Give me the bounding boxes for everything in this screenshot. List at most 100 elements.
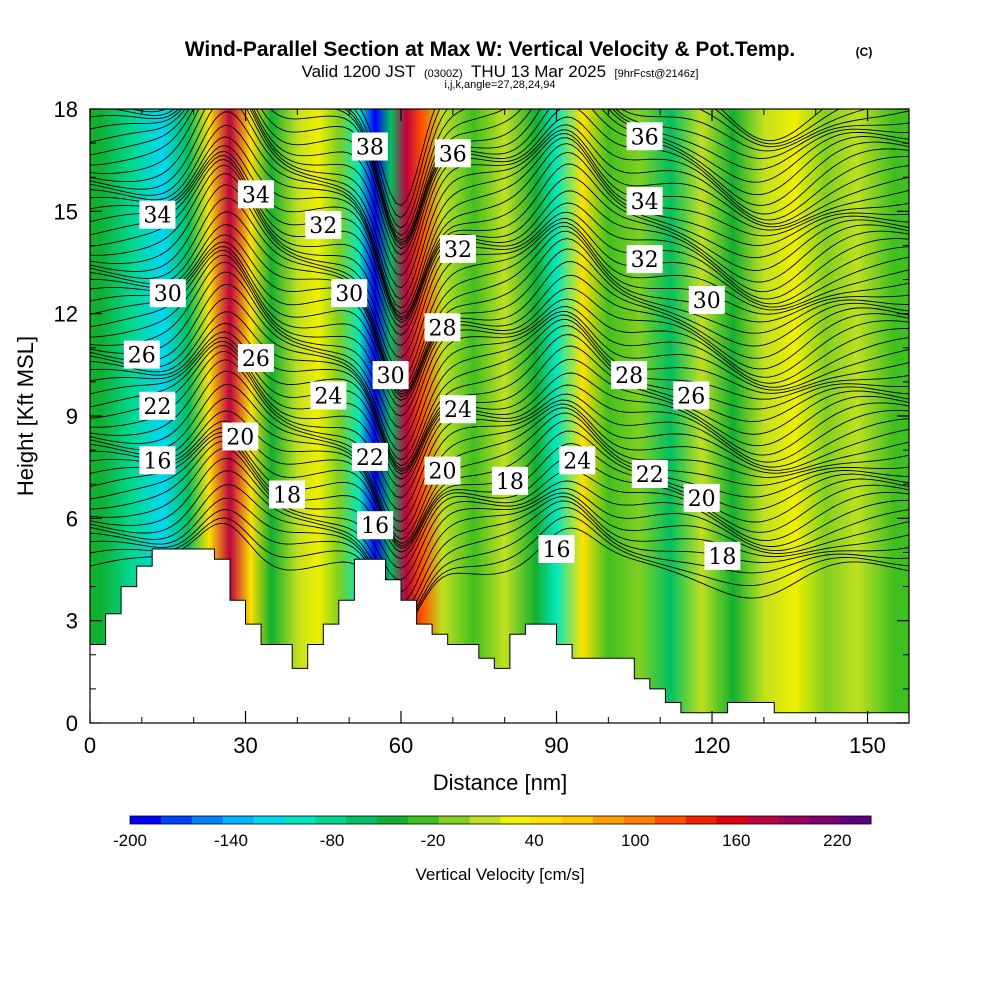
colorbar-tick-label: 100 [621, 831, 649, 850]
isentrope-label: 22 [139, 391, 176, 420]
isentrope-line [109, 109, 909, 241]
x-tick-label: 150 [849, 733, 886, 758]
isentrope-label-text: 34 [143, 204, 171, 229]
isentrope-line [90, 197, 909, 381]
isentrope-label-box [424, 313, 461, 342]
isentrope-label-text: 26 [128, 344, 156, 369]
colorbar-swatch [438, 816, 471, 824]
colorbar-swatch [531, 816, 563, 824]
colorbar-title: Vertical Velocity [cm/s] [415, 865, 584, 884]
isentrope-line [90, 370, 909, 523]
isentrope-label-text: 28 [615, 364, 643, 389]
colorbar-swatch [315, 816, 347, 824]
isentrope-line [90, 261, 909, 429]
isentrope-labels: 38 36 36 34 34 34 32 32 32 30 30 30 28 28 26 26 26 30 24 24… [123, 122, 741, 570]
isentrope-line [129, 109, 909, 237]
terrain [90, 548, 909, 723]
colorbar-tick-label: -200 [113, 831, 147, 850]
colorbar: -200 -140 -80 -20 40 100 160 220 [113, 815, 872, 850]
colorbar-swatch [624, 816, 656, 824]
isentrope-line [90, 109, 909, 277]
isentrope-label-box [331, 279, 368, 308]
isentrope-label-box [704, 541, 741, 570]
isentrope-line [90, 234, 909, 395]
isentrope-line [90, 516, 909, 624]
colorbar-swatch [284, 816, 316, 824]
chart-title: Wind-Parallel Section at Max W: Vertical… [185, 38, 796, 61]
isentrope-label-text: 34 [242, 183, 270, 208]
isentrope-line [90, 359, 909, 511]
isentrope-label-text: 24 [444, 398, 472, 423]
y-axis-label: Height [Kft MSL] [13, 336, 38, 496]
y-tick-label: 18 [54, 97, 78, 122]
isentrope-label-text: 34 [631, 190, 659, 215]
isentrope-line [90, 506, 909, 622]
y-tick-label: 0 [66, 711, 78, 736]
isentrope-line [90, 124, 909, 315]
isentrope-label-box [673, 381, 710, 410]
isentrope-label-text: 30 [693, 289, 721, 314]
isentrope-line [90, 337, 909, 475]
isentrope-line [90, 136, 909, 318]
isentrope-label: 20 [222, 422, 259, 451]
isentrope-line [90, 497, 909, 618]
isentrope-lines [90, 109, 909, 627]
colorbar-swatch [654, 816, 687, 824]
isentrope-label: 22 [351, 442, 388, 471]
isentrope-line [90, 109, 909, 256]
isentrope-label: 34 [626, 187, 663, 216]
colorbar-swatch [593, 816, 625, 824]
chart-subtitle: Valid 1200 JST (0300Z) THU 13 Mar 2025 [… [302, 62, 699, 81]
isentrope-label: 30 [149, 279, 186, 308]
isentrope-label-text: 32 [444, 238, 472, 263]
colorbar-swatch [778, 816, 810, 824]
isentrope-label-text: 26 [677, 385, 705, 410]
x-tick-label: 0 [84, 733, 96, 758]
isentrope-label-text: 16 [543, 538, 571, 563]
isentrope-line [90, 173, 909, 359]
isentrope-label-box [149, 279, 186, 308]
isentrope-label: 16 [538, 535, 575, 563]
isentrope-line [90, 241, 909, 398]
isentrope-line [90, 457, 909, 593]
isentrope-line [90, 211, 909, 388]
isentrope-label-box [139, 446, 176, 475]
isentrope-label: 20 [424, 456, 461, 485]
isentrope-label: 28 [611, 361, 648, 390]
isentrope-label: 30 [372, 361, 409, 390]
isentrope-line [90, 311, 909, 467]
copyright-mark: (C) [856, 45, 873, 59]
forecast-info: [9hrFcst@2146z] [615, 68, 699, 80]
isentrope-label-text: 24 [314, 385, 342, 410]
isentrope-label-text: 32 [309, 214, 337, 239]
colorbar-swatch [191, 816, 224, 824]
isentrope-line [90, 384, 909, 533]
grid-indices: i,j,k,angle=27,28,24,94 [444, 79, 555, 91]
isentrope-line [90, 271, 909, 441]
isentrope-line [90, 109, 909, 289]
isentrope-label: 24 [310, 381, 347, 410]
isentrope-label: 24 [559, 446, 596, 475]
colorbar-tick-label: -140 [214, 831, 248, 850]
isentrope-label-box [440, 395, 476, 424]
isentrope-label-box [434, 139, 471, 168]
isentrope-label: 36 [434, 139, 471, 168]
x-axis-label: Distance [nm] [433, 770, 568, 795]
isentrope-line [90, 345, 909, 488]
isentrope-line [90, 151, 909, 323]
isentrope-label-text: 30 [377, 364, 405, 389]
isentrope-label-text: 16 [143, 449, 171, 474]
isentrope-label: 20 [683, 483, 720, 512]
isentrope-line [90, 111, 909, 309]
isentrope-label-box [123, 340, 160, 369]
isentrope-label: 18 [704, 541, 741, 570]
colorbar-tick-label: -20 [421, 831, 446, 850]
isentrope-line [90, 159, 909, 336]
isentrope-line [90, 297, 909, 461]
isentrope-label: 32 [440, 234, 476, 263]
isentrope-label-text: 18 [273, 484, 301, 509]
colorbar-swatch [747, 816, 779, 824]
isentrope-label-box [424, 456, 461, 485]
isentrope-line [90, 522, 909, 627]
